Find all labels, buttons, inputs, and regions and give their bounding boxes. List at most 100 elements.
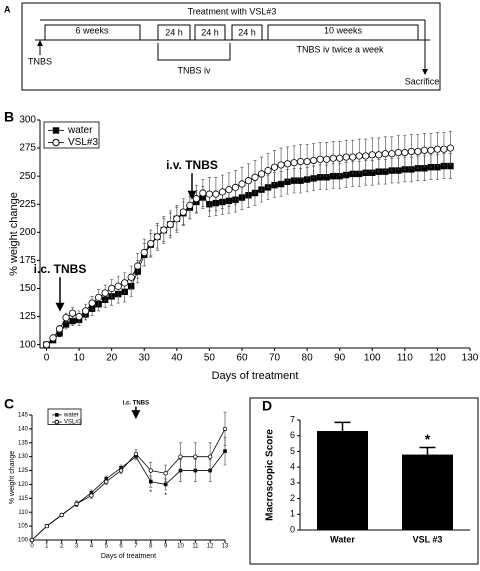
- x-tick-label: 0: [44, 353, 50, 364]
- bar: [317, 431, 368, 530]
- x-tick-label: 20: [106, 353, 118, 364]
- x-tick-label: 2: [60, 544, 64, 550]
- annotation: *: [164, 492, 167, 499]
- marker: [290, 177, 298, 184]
- annotation: i.c. TNBS: [34, 262, 87, 276]
- x-tick-label: 10: [177, 544, 184, 550]
- y-tick-label: 120: [18, 482, 29, 488]
- y-tick-label: 130: [18, 454, 29, 460]
- marker: [193, 454, 198, 459]
- marker: [42, 341, 51, 349]
- x-tick-label: 100: [364, 353, 381, 364]
- y-tick-label: 6: [290, 430, 295, 440]
- marker: [375, 151, 383, 159]
- marker: [212, 190, 220, 198]
- marker: [238, 180, 246, 188]
- marker: [163, 482, 168, 487]
- x-tick-label: 6: [119, 544, 123, 550]
- y-tick-label: 275: [19, 143, 36, 154]
- y-tick-label: 225: [19, 199, 36, 210]
- marker: [382, 168, 389, 175]
- marker: [277, 161, 285, 169]
- annotation: i.c. TNBS: [123, 401, 149, 407]
- x-tick-label: 5: [105, 544, 109, 550]
- bracket: [44, 24, 141, 40]
- marker: [394, 148, 402, 157]
- marker: [336, 154, 344, 162]
- panel-label: C: [4, 396, 14, 412]
- label: 10 weeks: [324, 25, 363, 35]
- legend-label: water: [67, 125, 93, 136]
- y-tick-label: 105: [18, 524, 29, 530]
- y-tick-label: 110: [18, 510, 28, 516]
- marker: [179, 208, 187, 216]
- marker: [342, 153, 350, 161]
- marker: [316, 155, 324, 163]
- marker: [108, 284, 116, 293]
- marker: [244, 177, 253, 185]
- annotation: *: [425, 431, 431, 447]
- marker: [56, 330, 63, 337]
- marker: [44, 523, 50, 529]
- marker: [264, 166, 272, 175]
- marker: [222, 426, 228, 432]
- bracket: [157, 43, 231, 61]
- marker: [101, 289, 109, 297]
- x-axis-label: Days of treatment: [101, 553, 156, 560]
- marker: [271, 181, 278, 189]
- y-tick-label: 250: [19, 171, 36, 182]
- marker: [148, 468, 153, 473]
- x-tick-label: 8: [149, 544, 153, 550]
- marker: [59, 512, 64, 518]
- x-tick-label: 12: [207, 544, 214, 550]
- marker: [55, 325, 64, 333]
- error-bar: [334, 421, 351, 431]
- frame: [21, 2, 441, 91]
- marker: [316, 174, 324, 181]
- label: TNBS iv: [177, 65, 211, 75]
- panel-label: D: [262, 398, 272, 414]
- marker: [153, 233, 161, 241]
- marker: [297, 157, 305, 166]
- label: 24 h: [238, 27, 256, 37]
- label: 6 weeks: [75, 25, 109, 35]
- marker: [447, 162, 454, 170]
- x-tick-label: 11: [192, 544, 199, 550]
- marker: [270, 163, 279, 171]
- marker: [369, 169, 376, 176]
- marker: [362, 152, 370, 160]
- label: 24 h: [165, 27, 183, 37]
- panel-label: A: [4, 4, 11, 14]
- x-tick-label: 60: [236, 353, 248, 364]
- marker: [343, 171, 350, 179]
- marker: [114, 282, 122, 290]
- error-bar: [419, 446, 436, 455]
- legend-label: VSL#3: [64, 420, 83, 426]
- marker: [89, 493, 94, 498]
- marker: [104, 479, 109, 484]
- y-tick-label: 1: [290, 509, 295, 519]
- marker: [75, 312, 83, 321]
- x-tick-label: 30: [139, 353, 151, 364]
- x-tick-label: Water: [330, 534, 355, 544]
- x-tick-label: 120: [429, 353, 446, 364]
- marker: [257, 170, 266, 178]
- label: Sacrifice: [405, 76, 440, 86]
- marker: [283, 160, 292, 168]
- y-tick-label: 100: [19, 339, 36, 350]
- legend-marker: [54, 419, 60, 425]
- y-axis-label: Macroscopic Score: [265, 429, 276, 521]
- marker: [414, 147, 422, 156]
- marker: [284, 178, 291, 185]
- marker: [62, 314, 70, 322]
- annotation: *: [149, 490, 152, 497]
- marker: [446, 144, 455, 152]
- marker: [140, 248, 148, 257]
- marker: [231, 183, 240, 191]
- x-tick-label: 90: [334, 353, 346, 364]
- y-tick-label: 0: [290, 524, 295, 534]
- y-tick-label: 150: [19, 283, 36, 294]
- marker: [427, 146, 435, 154]
- marker: [323, 174, 330, 181]
